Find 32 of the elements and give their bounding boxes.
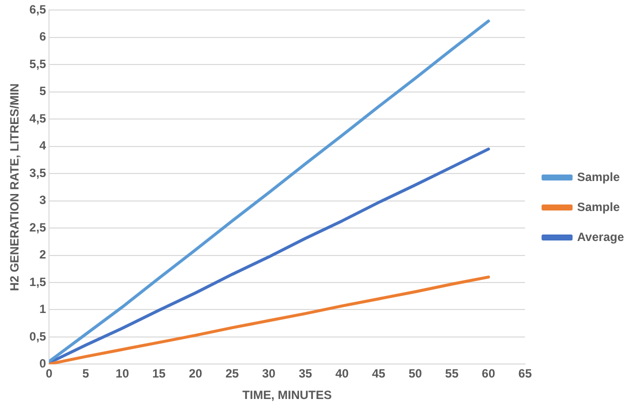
x-tick-label: 5: [82, 366, 90, 381]
y-tick-label: 6: [39, 30, 46, 44]
y-tick-label: 5,5: [29, 56, 46, 71]
y-tick-label: 1,5: [29, 274, 46, 289]
x-tick-label: 30: [262, 366, 276, 381]
y-axis-title: H2 GENERATION RATE, LITRES/MIN: [8, 83, 22, 291]
y-tick-label: 2,5: [29, 220, 46, 234]
y-tick-label: 0,5: [29, 329, 46, 344]
x-tick-label: 15: [152, 366, 166, 381]
y-tick-label: 3: [39, 193, 46, 208]
y-tick-label: 3,5: [29, 166, 46, 180]
y-tick-label: 0: [39, 356, 46, 371]
x-tick-label: 55: [445, 366, 459, 381]
x-tick-label: 10: [116, 366, 130, 381]
y-tick-label: 1: [39, 302, 46, 316]
y-tick-label: 5: [39, 84, 46, 98]
x-tick-label: 65: [518, 366, 532, 381]
y-tick-label: 6,5: [29, 2, 46, 17]
x-tick-label: 20: [188, 366, 203, 381]
y-tick-label: 4,5: [29, 111, 46, 126]
legend-label: Sample: [577, 200, 620, 214]
x-tick-label: 50: [408, 366, 422, 381]
x-axis-title: TIME, MINUTES: [242, 388, 332, 402]
y-tick-label: 4: [39, 138, 46, 153]
x-tick-label: 40: [335, 366, 349, 381]
x-tick-label: 45: [372, 366, 386, 381]
x-tick-label: 35: [298, 366, 312, 381]
x-tick-label: 60: [482, 366, 496, 381]
y-tick-label: 2: [39, 248, 46, 262]
legend-label: Average: [577, 230, 624, 244]
x-tick-label: 25: [225, 366, 240, 381]
legend-label: Sample: [577, 170, 620, 184]
